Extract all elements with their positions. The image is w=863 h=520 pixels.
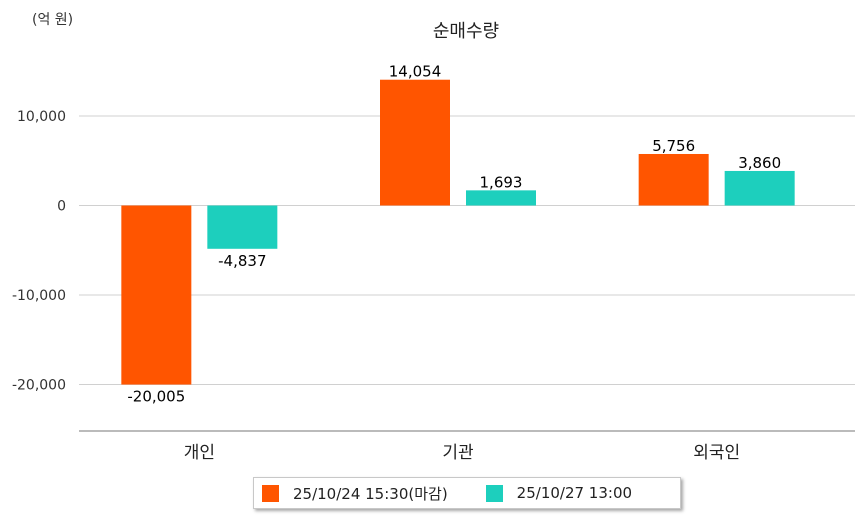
bar <box>207 205 278 249</box>
data-label: -4,837 <box>218 252 266 270</box>
legend-label-series-2: 25/10/27 13:00 <box>516 484 633 502</box>
legend-label-series-1: 25/10/24 15:30(마감) <box>293 484 448 503</box>
bar <box>466 190 536 206</box>
data-label: -20,005 <box>127 388 185 406</box>
y-axis-ticks: 10,000 0 -10,000 -20,000 <box>12 109 66 394</box>
data-label: 5,756 <box>652 137 695 155</box>
x-tick-label: 기관 <box>442 443 473 463</box>
data-label: 3,860 <box>738 154 781 172</box>
y-tick-label: -20,000 <box>12 378 66 394</box>
legend-item-series-2[interactable]: 25/10/27 13:00 <box>485 484 633 502</box>
x-tick-label: 개인 <box>184 443 215 463</box>
legend-swatch-series-2 <box>485 484 503 502</box>
x-tick-label: 외국인 <box>693 443 740 463</box>
chart-title: 순매수량 <box>433 21 499 42</box>
y-tick-label: 0 <box>57 199 66 215</box>
legend-swatch-series-1 <box>262 484 279 502</box>
x-axis-labels: 개인 기관 외국인 <box>184 443 740 463</box>
bar <box>638 153 709 206</box>
data-label: 14,054 <box>389 63 442 81</box>
data-labels: -20,005 -4,837 14,054 1,693 5,756 3,860 <box>127 63 781 406</box>
unit-label: (억 원) <box>32 12 73 28</box>
bar <box>380 79 450 206</box>
bar <box>724 170 795 206</box>
bars <box>121 79 795 385</box>
y-tick-label: -10,000 <box>12 288 66 304</box>
legend: 25/10/24 15:30(마감) 25/10/27 13:00 <box>253 477 681 509</box>
legend-item-series-1[interactable]: 25/10/24 15:30(마감) <box>262 483 448 504</box>
y-tick-label: 10,000 <box>17 109 66 125</box>
data-label: 1,693 <box>480 173 523 191</box>
bar <box>121 205 192 385</box>
